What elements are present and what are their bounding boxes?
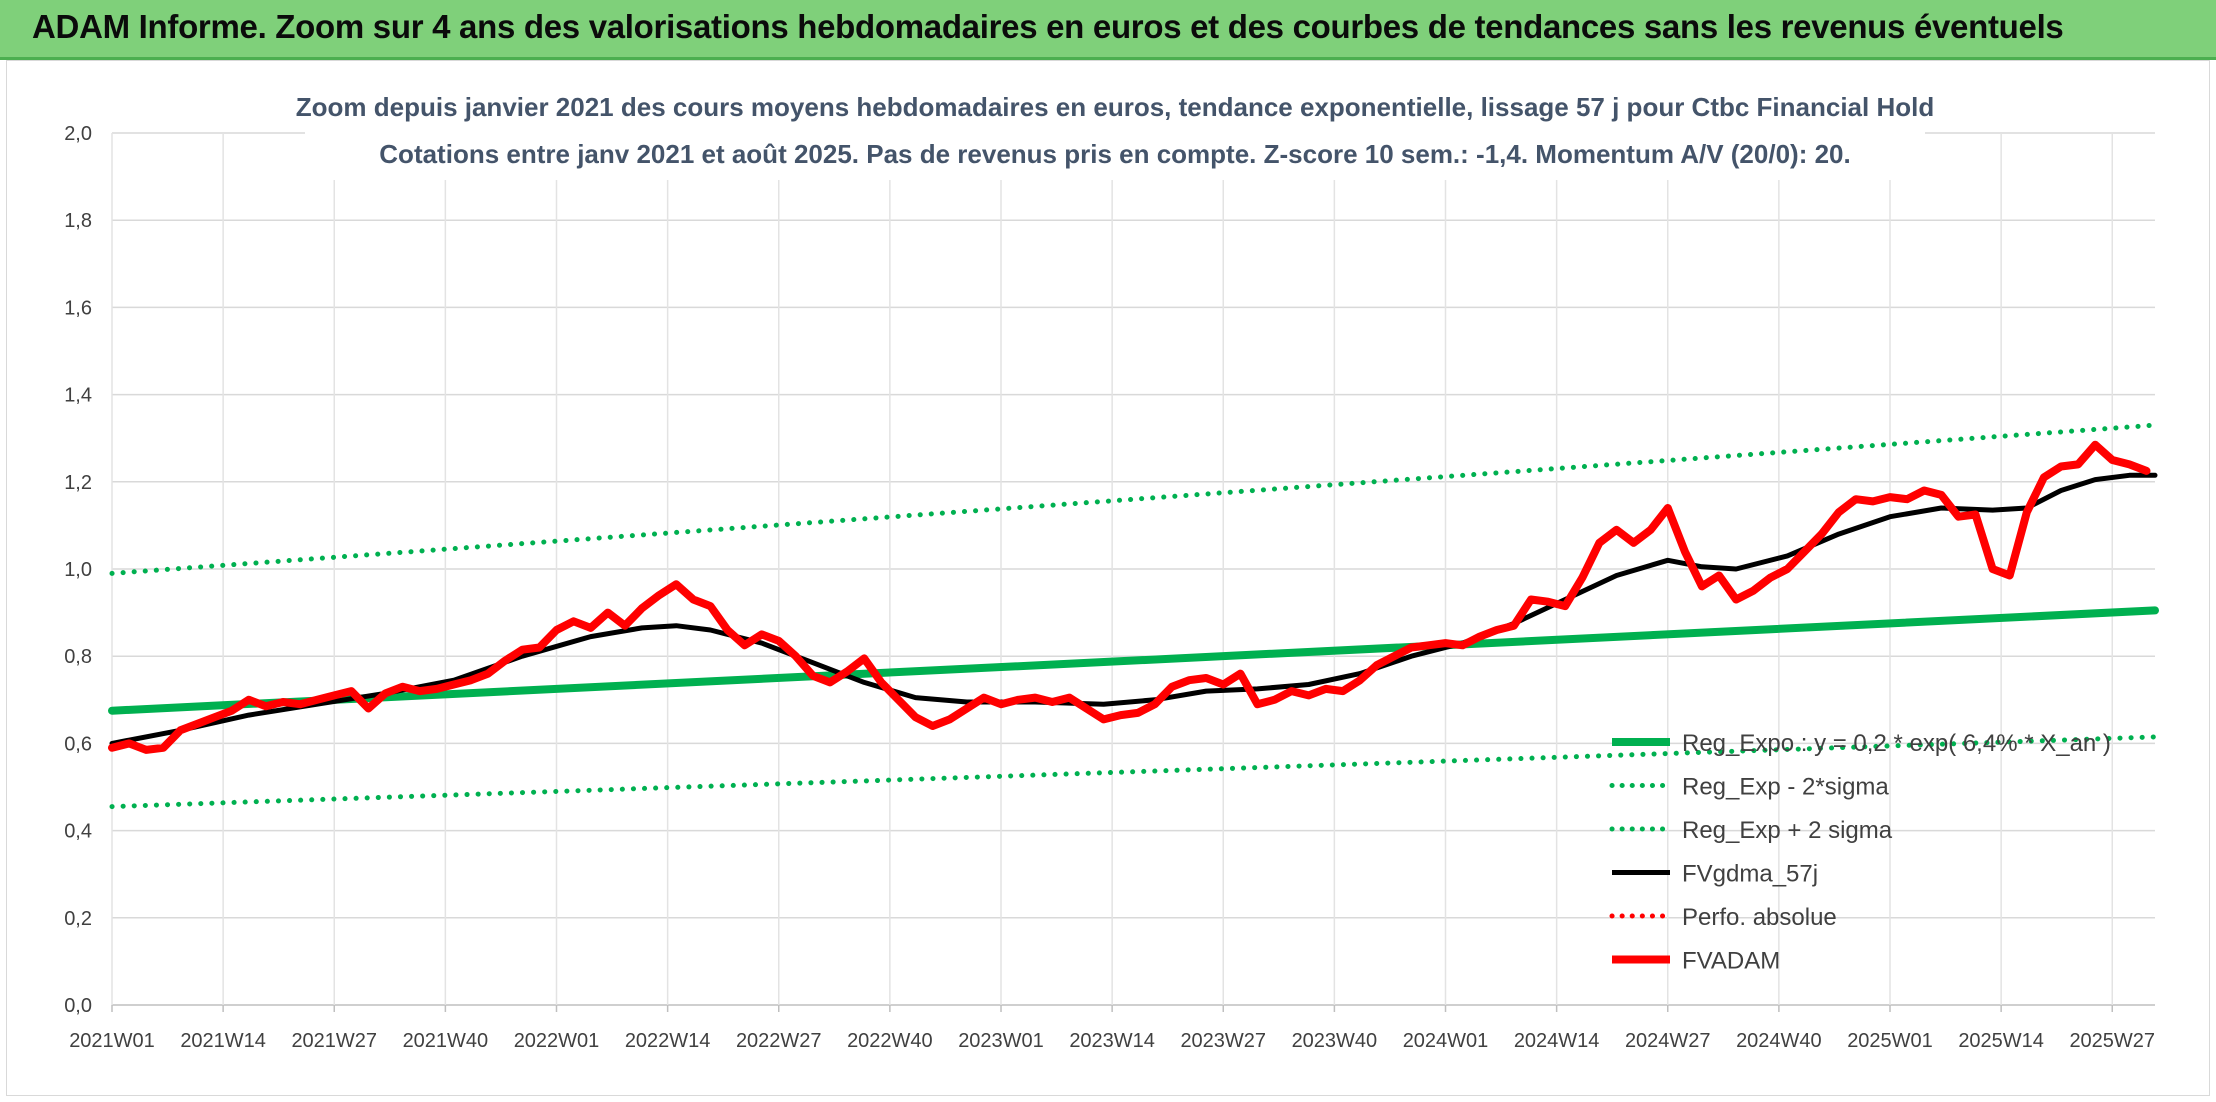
y-tick-label: 0,2 [64, 908, 92, 930]
series-line-3 [109, 472, 2158, 746]
report-banner: ADAM Informe. Zoom sur 4 ans des valoris… [0, 0, 2216, 60]
x-tick-label: 2024W14 [1514, 1030, 1600, 1052]
series-line-2 [109, 422, 2158, 576]
legend-label-2: Reg_Exp + 2 sigma [1682, 817, 1893, 844]
x-tick-label: 2022W27 [736, 1030, 822, 1052]
x-tick-label: 2021W27 [291, 1030, 377, 1052]
y-axis-ticks: 0,0 0,2 0,4 0,6 0,8 1,0 1,2 1,4 1,6 1,8 2,0 [64, 123, 92, 1017]
legend-label-5: FVADAM [1682, 948, 1780, 975]
x-tick-label: 2025W01 [1847, 1030, 1933, 1052]
y-tick-label: 1,6 [64, 297, 92, 319]
y-tick-label: 1,0 [64, 559, 92, 581]
y-tick-label: 1,8 [64, 210, 92, 232]
title-backdrop [305, 82, 1925, 180]
y-tick-label: 1,4 [64, 385, 92, 407]
chart-title-line-2: Cotations entre janv 2021 et août 2025. … [379, 139, 1850, 169]
x-tick-label: 2023W27 [1180, 1030, 1266, 1052]
x-tick-label: 2024W27 [1625, 1030, 1711, 1052]
y-tick-label: 1,2 [64, 472, 92, 494]
x-tick-label: 2023W14 [1069, 1030, 1155, 1052]
x-tick-label: 2022W40 [847, 1030, 933, 1052]
series-line-1 [109, 734, 2158, 810]
x-tick-label: 2022W14 [625, 1030, 711, 1052]
legend: Reg_Expo : y = 0,2 * exp( 6,4% * X_an ) R… [1609, 730, 2111, 975]
series-line-0 [108, 606, 2159, 715]
y-tick-label: 0,6 [64, 733, 92, 755]
series-line-5 [108, 440, 2151, 754]
grid-lines [111, 132, 2155, 1006]
x-tick-label: 2021W01 [69, 1030, 155, 1052]
x-tick-label: 2023W40 [1292, 1030, 1378, 1052]
chart-frame [6, 60, 2210, 1096]
x-tick-label: 2022W01 [514, 1030, 600, 1052]
x-axis-ticks: 2021W01 2021W14 2021W27 2021W40 2022W01 2022W… [69, 1005, 2155, 1052]
x-tick-label: 2025W14 [1958, 1030, 2044, 1052]
x-tick-label: 2024W40 [1736, 1030, 1822, 1052]
legend-label-0: Reg_Expo : y = 0,2 * exp( 6,4% * X_an ) [1682, 730, 2111, 757]
report-title: ADAM Informe. Zoom sur 4 ans des valoris… [32, 8, 2064, 45]
chart-title-line-1: Zoom depuis janvier 2021 des cours moyen… [296, 92, 1934, 122]
y-tick-label: 0,8 [64, 646, 92, 668]
x-tick-label: 2024W01 [1403, 1030, 1489, 1052]
y-tick-label: 2,0 [64, 123, 92, 145]
x-tick-label: 2023W01 [958, 1030, 1044, 1052]
x-tick-label: 2021W14 [180, 1030, 266, 1052]
legend-label-3: FVgdma_57j [1682, 861, 1818, 888]
y-tick-label: 0,4 [64, 821, 92, 843]
series-lines [108, 422, 2159, 810]
x-tick-label: 2021W40 [403, 1030, 489, 1052]
legend-label-4: Perfo. absolue [1682, 904, 1837, 931]
legend-label-1: Reg_Exp - 2*sigma [1682, 774, 1889, 801]
x-tick-label: 2025W27 [2069, 1030, 2155, 1052]
y-tick-label: 0,0 [64, 995, 92, 1017]
